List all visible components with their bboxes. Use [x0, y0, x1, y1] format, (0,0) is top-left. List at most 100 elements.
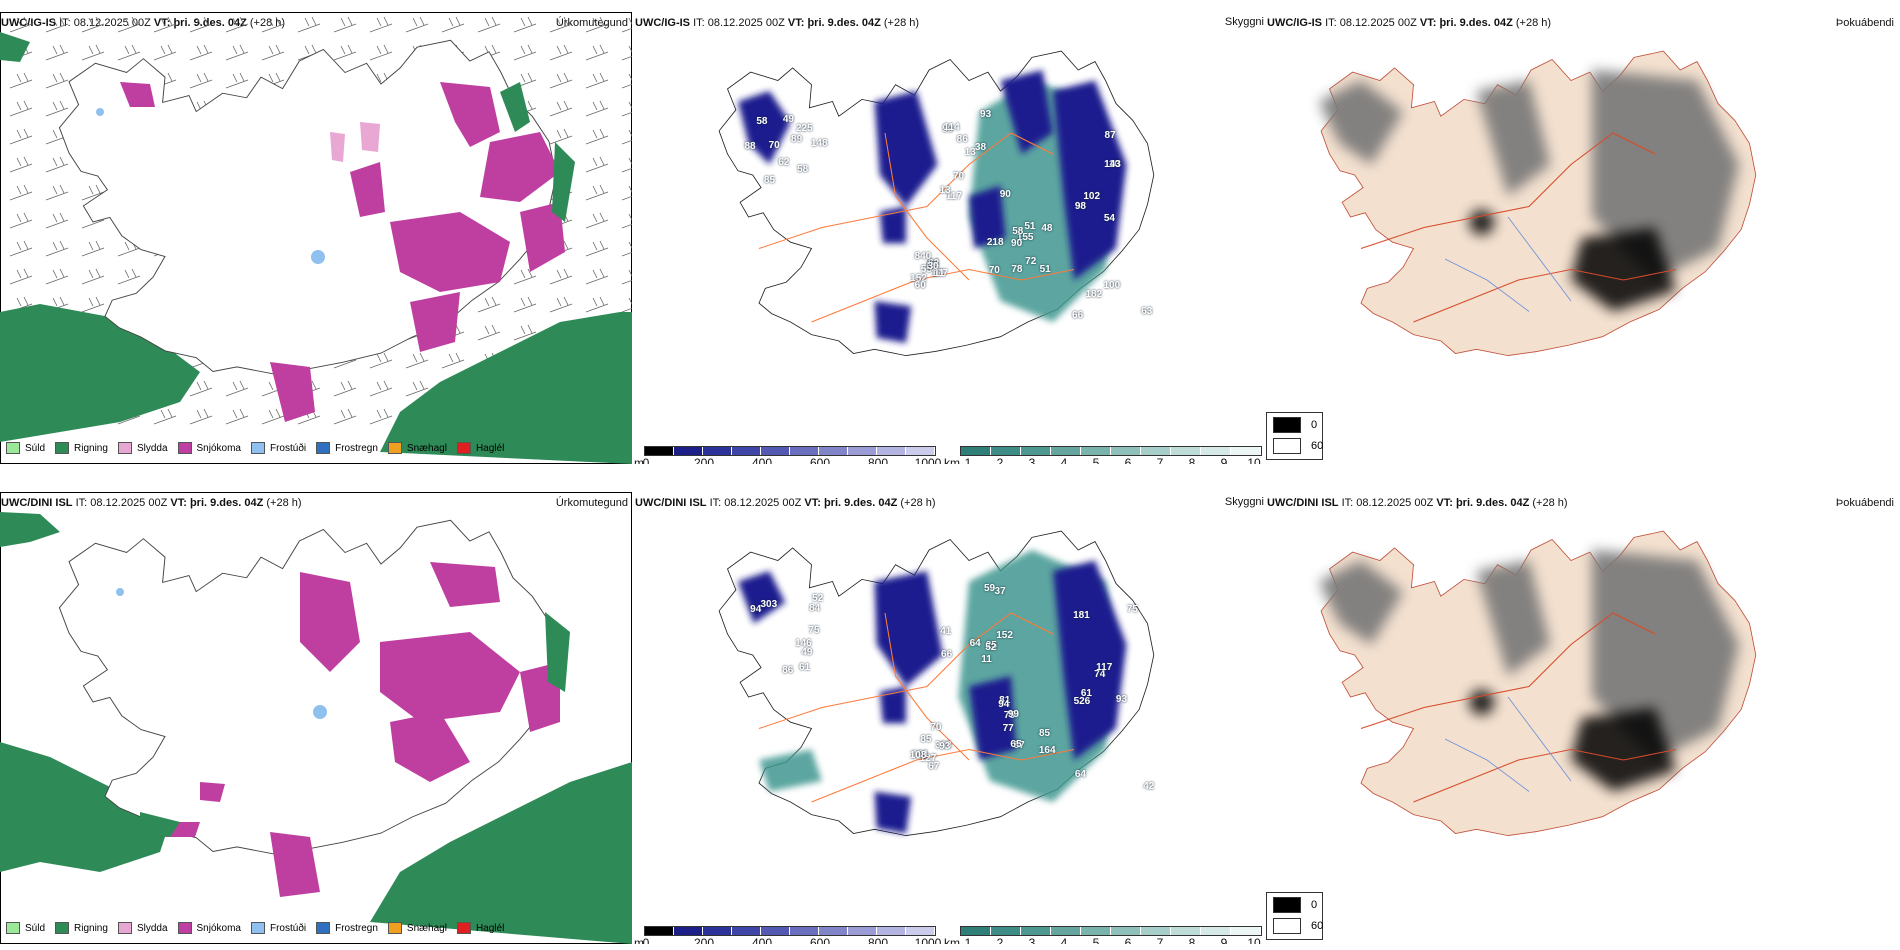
wind-barb: [585, 212, 609, 229]
it-label: IT:: [59, 17, 71, 29]
cloud-base-label: 87: [1013, 739, 1025, 751]
visibility-tick: 8: [1188, 936, 1196, 944]
wind-barb: [261, 44, 285, 61]
wind-barb: [549, 44, 573, 61]
precip-type-title: Úrkomutegund: [555, 497, 628, 509]
visibility-tick: 2: [996, 456, 1004, 464]
wind-barb: [477, 296, 501, 313]
fog-legend-label: 60: [1311, 440, 1324, 452]
cloud-base-label: 94: [998, 699, 1010, 711]
wind-barb: [117, 44, 141, 61]
wind-barb: [369, 380, 393, 397]
legend-label: Snæhagl: [406, 922, 447, 934]
cloudbase-tick: 600: [809, 456, 831, 464]
wind-barb: [369, 408, 393, 425]
cloudbase-tick: 400: [751, 936, 773, 944]
cloud-base-label: 85: [1039, 728, 1051, 740]
wind-barb: [9, 128, 33, 145]
wind-barb: [45, 240, 69, 257]
fog-legend-high: 0: [1273, 897, 1317, 913]
visibility-tick: 10: [1247, 936, 1261, 944]
wind-barb: [549, 16, 573, 33]
cloud-base-label: 48: [1041, 223, 1053, 235]
vt-label: VT:: [1419, 17, 1437, 29]
wind-barb: [9, 100, 33, 117]
cloud-base-label: 75: [1003, 709, 1015, 721]
cloud-base-label: 49: [801, 646, 813, 658]
wind-barb: [549, 268, 573, 285]
wind-barb: [405, 352, 429, 369]
wind-barb: [513, 296, 537, 313]
wind-barb: [117, 268, 141, 285]
fog-map: [1319, 50, 1757, 357]
wind-barb: [261, 408, 285, 425]
rain-area-nw: [0, 32, 30, 62]
wind-barb: [333, 408, 357, 425]
precip-map: [0, 16, 632, 464]
legend-item-rain: Rigning: [55, 922, 108, 934]
cloud-base-label: 11: [933, 267, 945, 279]
legend-item-graupel: Snæhagl: [387, 922, 447, 934]
cloud-base-label: 61: [799, 661, 811, 673]
wind-barb: [369, 352, 393, 369]
wind-barb: [621, 157, 632, 173]
cloud-base-label: 72: [1025, 256, 1037, 268]
fog-legend-low: 60: [1273, 438, 1323, 454]
vt-value: þri. 9.des. 04Z: [173, 17, 247, 29]
cloud-base-label: 67: [928, 760, 940, 772]
legend-label: Slydda: [136, 922, 168, 934]
wind-barb: [9, 16, 33, 33]
vt-label: VT:: [804, 497, 821, 509]
wind-barb: [585, 240, 609, 257]
visibility-strip: [960, 926, 1262, 936]
legend-label: Frostúði: [269, 442, 307, 454]
cloudbase-tick: 600: [809, 936, 831, 944]
cloud-base-label: 51: [1039, 263, 1051, 275]
wind-barb: [225, 380, 249, 397]
cloud-base-label: 61: [1080, 688, 1092, 700]
cloud-base-label: 84: [927, 258, 939, 270]
wind-barb: [189, 44, 213, 61]
wind-barb: [81, 184, 105, 201]
wind-barb: [189, 72, 213, 89]
visibility-tick: 6: [1124, 936, 1132, 944]
cloud-base-label: 526: [1073, 696, 1091, 708]
fog-title: Þokuábendi: [1835, 497, 1894, 509]
fog-title: Þokuábendi: [1835, 17, 1894, 29]
visibility-tick: 3: [1028, 456, 1036, 464]
visibility-tick: 9: [1220, 456, 1228, 464]
cloud-base-label: 117: [945, 190, 963, 202]
cloudbase-tick: 800: [867, 456, 889, 464]
cloud-base-label: 64: [969, 637, 981, 649]
cloud-base-label: 60: [914, 280, 926, 292]
wind-barb: [9, 268, 33, 285]
cloud-base-label: 52: [812, 592, 824, 604]
wind-barb: [45, 72, 69, 89]
visibility-tick: 1: [964, 456, 972, 464]
model-name: UWC/DINI ISL: [1, 497, 73, 509]
cloud-base-label: 102: [1083, 190, 1101, 202]
legend-item-drizzle: Súld: [6, 442, 45, 454]
cloud-base-label: 85: [920, 734, 932, 746]
cloud-base-label: 225: [796, 122, 813, 134]
cloud-base-label: 51: [1024, 221, 1036, 233]
fog-panel-1: UWC/IG-IS IT: 08.12.2025 00Z VT: þri. 9.…: [1266, 12, 1900, 464]
cloud-base-label: 42: [1143, 781, 1155, 793]
wind-barb: [405, 16, 429, 33]
cloud-base-label: 85: [763, 174, 776, 186]
cloud-base-label: 53: [926, 261, 938, 273]
fog-legend-label: 60: [1311, 920, 1324, 932]
cloud-base-label: 181: [1073, 609, 1090, 621]
cloud-base-label: 143: [1104, 158, 1121, 170]
vt-value: þri. 9.des. 04Z: [1455, 497, 1530, 509]
cloudbase-map: [718, 530, 1155, 837]
wind-barb: [9, 72, 33, 89]
wind-barb: [585, 156, 609, 173]
wind-barb: [225, 44, 249, 61]
cloudbase-tick: 0: [642, 456, 650, 464]
cloud-base-label: 86: [956, 134, 968, 146]
cloud-base-label: 86: [782, 665, 794, 677]
cloud-base-label: 13: [964, 146, 976, 158]
legend-item-snow: Snjókoma: [177, 442, 241, 454]
wind-barb: [621, 45, 632, 61]
